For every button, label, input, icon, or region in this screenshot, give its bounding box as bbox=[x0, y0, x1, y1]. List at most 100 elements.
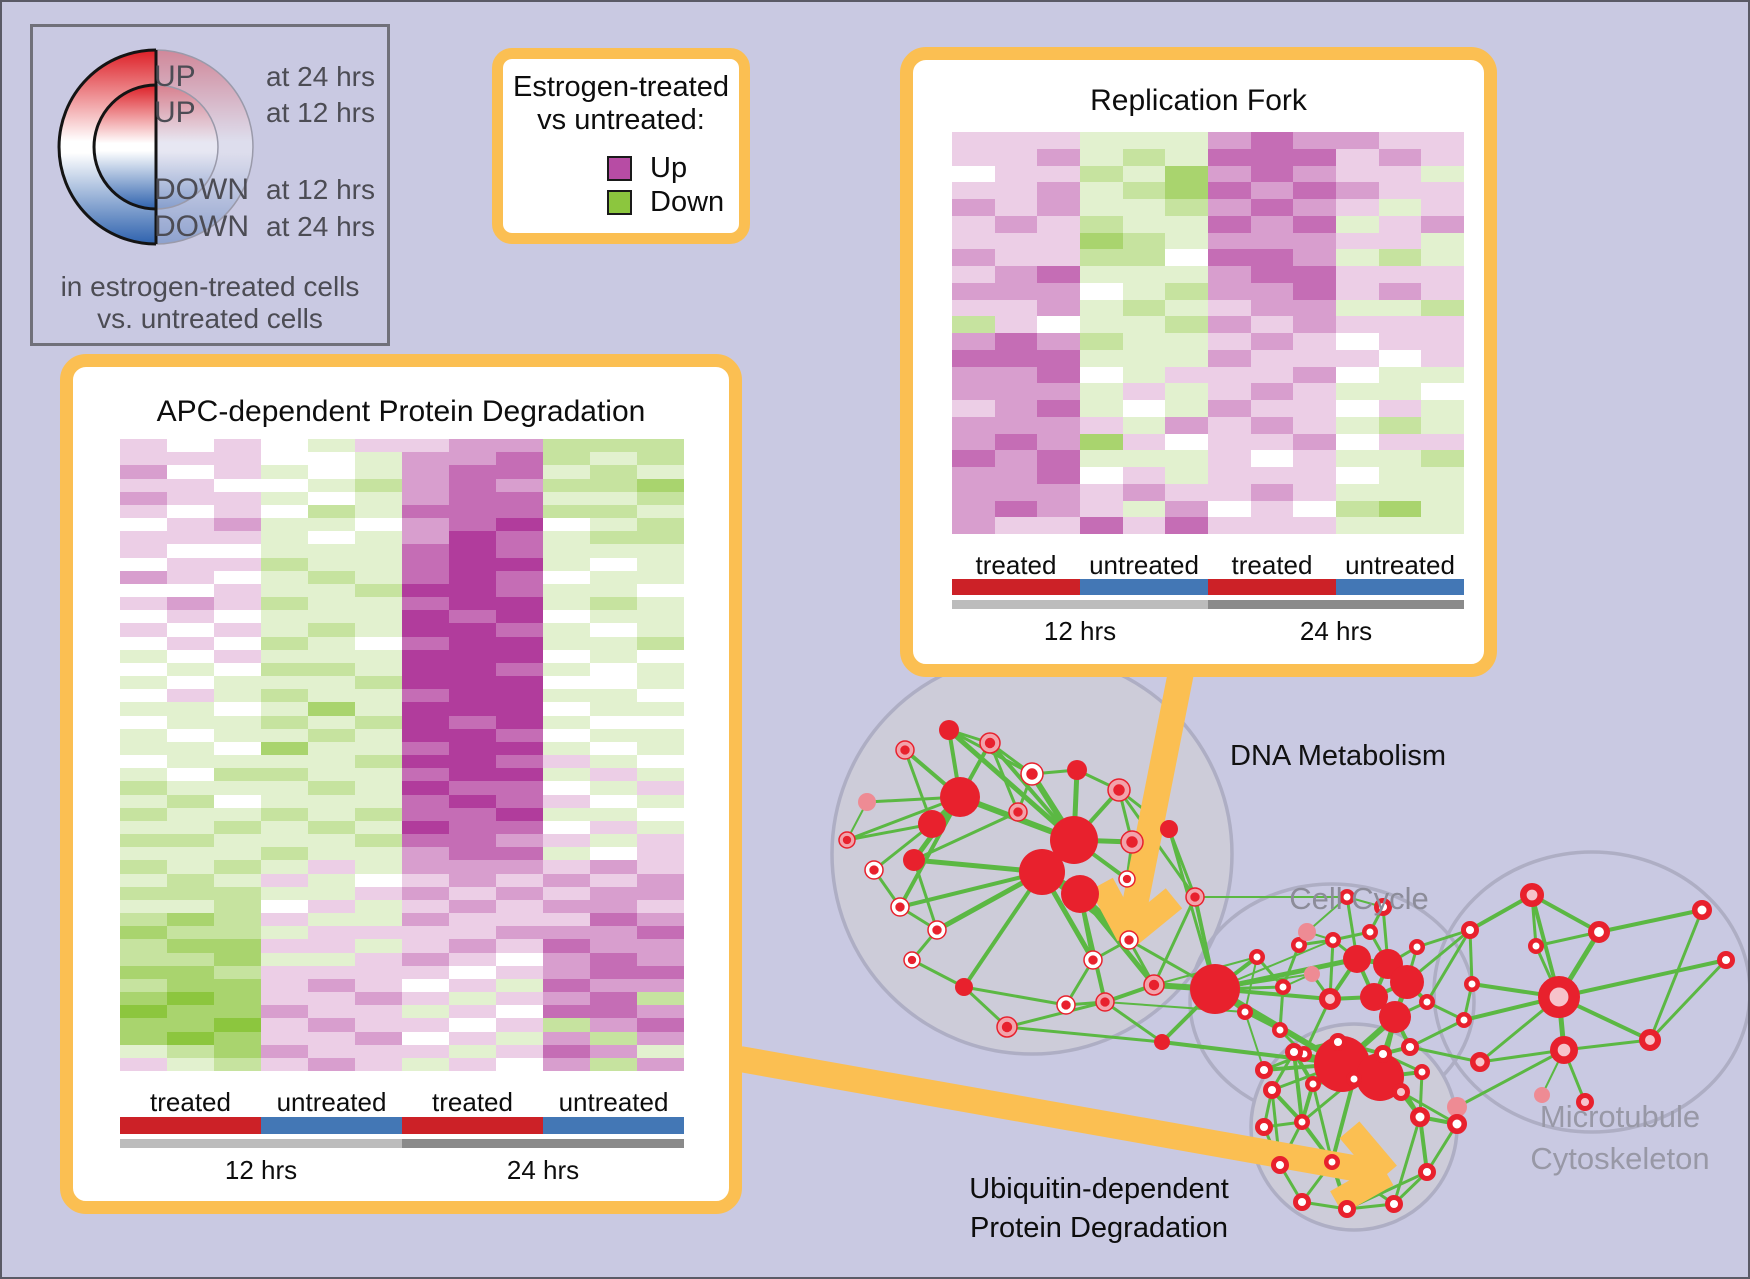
heatmap-cell bbox=[590, 531, 637, 545]
heatmap-cell bbox=[402, 926, 449, 940]
heatmap-cell bbox=[214, 610, 261, 624]
heatmap-cell bbox=[590, 807, 637, 821]
heatmap-cell bbox=[402, 1044, 449, 1058]
heatmap-cell bbox=[994, 266, 1038, 283]
heatmap-cell bbox=[952, 500, 995, 518]
heatmap-cell bbox=[402, 1005, 449, 1019]
heatmap-cell bbox=[1336, 232, 1379, 250]
heatmap-cell bbox=[402, 755, 449, 769]
heatmap-cell bbox=[402, 636, 449, 650]
heatmap-cell bbox=[120, 689, 167, 703]
heatmap-cell bbox=[449, 728, 496, 742]
heatmap-cell bbox=[1122, 500, 1166, 518]
heatmap-cell bbox=[1421, 333, 1464, 350]
heatmap-cell bbox=[167, 597, 214, 611]
heatmap-cell bbox=[449, 702, 496, 716]
heatmap-cell bbox=[402, 465, 449, 479]
heatmap-cell bbox=[1122, 517, 1166, 534]
heatmap-cell bbox=[1293, 500, 1336, 518]
heatmap-cell bbox=[543, 847, 590, 861]
heatmap-cell bbox=[308, 794, 355, 808]
heatmap-cell bbox=[449, 1031, 496, 1045]
heatmap-cell bbox=[637, 676, 684, 690]
heatmap-cell bbox=[1336, 500, 1379, 518]
network-node bbox=[1417, 1162, 1436, 1181]
heatmap-cell bbox=[590, 610, 637, 624]
heatmap-cell bbox=[261, 820, 308, 834]
heatmap-cell bbox=[308, 465, 355, 479]
heatmap-cell bbox=[1293, 383, 1336, 400]
network-node bbox=[1305, 1076, 1321, 1092]
heatmap-cell bbox=[543, 636, 590, 650]
network-node bbox=[1067, 760, 1087, 780]
heatmap-cell bbox=[449, 439, 496, 453]
heatmap-cell bbox=[214, 636, 261, 650]
heatmap-cell bbox=[1250, 232, 1294, 250]
heatmap-cell bbox=[402, 768, 449, 782]
heatmap-cell bbox=[261, 992, 308, 1006]
heatmap-cell bbox=[590, 1044, 637, 1058]
heatmap-cell bbox=[1165, 266, 1208, 283]
heatmap-cell bbox=[1336, 182, 1379, 199]
heatmap-cell bbox=[120, 781, 167, 795]
heatmap-cell bbox=[308, 899, 355, 913]
network-node-core bbox=[932, 925, 942, 935]
heatmap-cell bbox=[402, 439, 449, 453]
legend-title-line2: vs untreated: bbox=[537, 104, 705, 136]
network-edge bbox=[1400, 1090, 1458, 1126]
heatmap-cell bbox=[994, 349, 1038, 367]
heatmap-cell bbox=[214, 781, 261, 795]
heatmap-cell bbox=[402, 794, 449, 808]
network-edge bbox=[1558, 958, 1727, 999]
heatmap-cell bbox=[496, 834, 543, 848]
heatmap-cell bbox=[543, 807, 590, 821]
heatmap-cell bbox=[952, 299, 995, 317]
heatmap-cell bbox=[261, 491, 308, 505]
key-time-24b: at 24 hrs bbox=[266, 211, 375, 242]
heatmap-cell bbox=[590, 491, 637, 505]
heatmap-cell bbox=[261, 610, 308, 624]
network-node bbox=[1409, 939, 1425, 955]
network-edge bbox=[962, 870, 1044, 989]
apc-panel-title: APC-dependent Protein Degradation bbox=[156, 395, 646, 428]
heatmap-cell bbox=[637, 860, 684, 874]
heatmap-cell bbox=[1208, 316, 1251, 333]
heatmap-cell bbox=[167, 439, 214, 453]
network-node bbox=[1447, 1114, 1467, 1134]
heatmap-cell bbox=[261, 676, 308, 690]
heatmap-cell bbox=[120, 531, 167, 545]
heatmap-cell bbox=[355, 1031, 402, 1045]
heatmap-cell bbox=[355, 807, 402, 821]
heatmap-cell bbox=[167, 755, 214, 769]
heatmap-cell bbox=[496, 557, 543, 571]
heatmap-cell bbox=[120, 583, 167, 597]
heatmap-cell bbox=[590, 899, 637, 913]
heatmap-cell bbox=[167, 913, 214, 927]
heatmap-cell bbox=[1122, 132, 1166, 149]
heatmap-cell bbox=[261, 847, 308, 861]
heatmap-cell bbox=[994, 416, 1038, 434]
heatmap-cell bbox=[994, 165, 1038, 183]
heatmap-cell bbox=[1165, 433, 1208, 451]
heatmap-cell bbox=[1421, 182, 1464, 199]
heatmap-cell bbox=[1250, 483, 1294, 501]
network-node bbox=[1337, 1199, 1356, 1218]
heatmap-cell bbox=[449, 781, 496, 795]
heatmap-cell bbox=[1336, 132, 1379, 149]
heatmap-cell bbox=[308, 636, 355, 650]
heatmap-cell bbox=[637, 583, 684, 597]
heatmap-cell bbox=[1037, 299, 1080, 317]
heatmap-cell bbox=[590, 939, 637, 953]
heatmap-cell bbox=[261, 518, 308, 532]
heatmap-cell bbox=[214, 1031, 261, 1045]
heatmap-cell bbox=[261, 531, 308, 545]
heatmap-cell bbox=[214, 965, 261, 979]
heatmap-cell bbox=[120, 544, 167, 558]
heatmap-cell bbox=[496, 886, 543, 900]
heatmap-cell bbox=[1378, 366, 1422, 384]
heatmap-cell bbox=[590, 1031, 637, 1045]
heatmap-cell bbox=[952, 467, 995, 484]
network-node-core bbox=[1122, 874, 1132, 884]
heatmap-cell bbox=[355, 1057, 402, 1071]
heatmap-cell bbox=[449, 649, 496, 663]
